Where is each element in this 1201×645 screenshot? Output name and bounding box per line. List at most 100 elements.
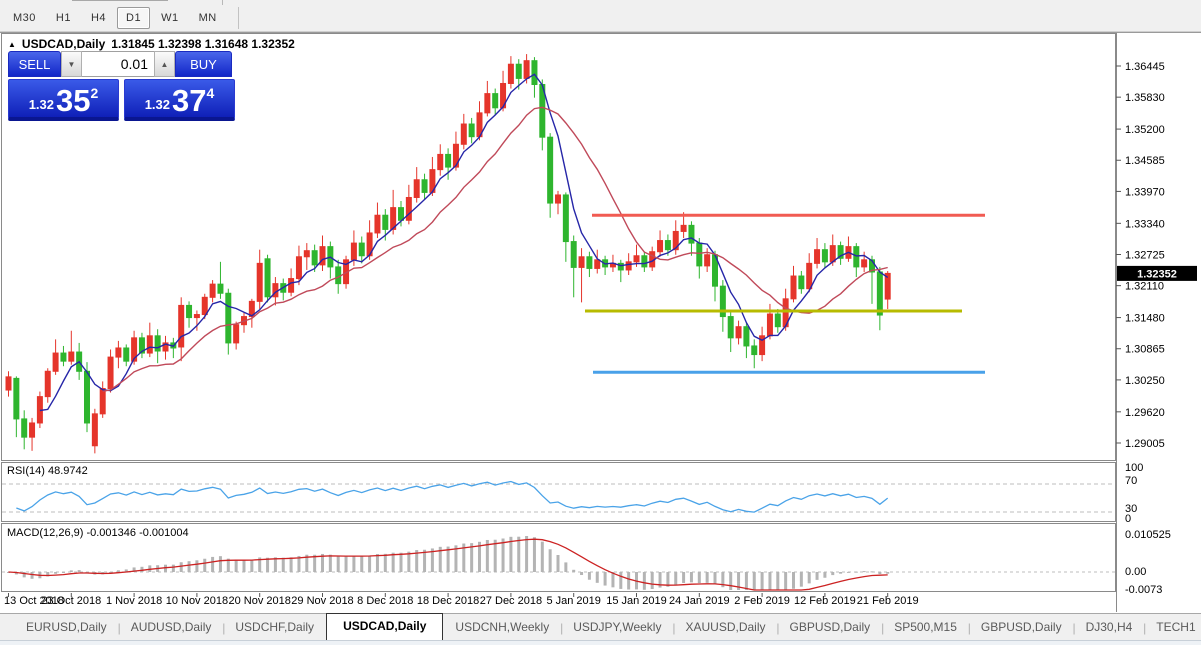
macd-histogram-bar bbox=[109, 572, 113, 573]
timeframe-button-mn[interactable]: MN bbox=[198, 12, 217, 24]
chart-tab-usdcad-daily[interactable]: USDCAD,Daily bbox=[326, 613, 444, 640]
candle-bull bbox=[814, 249, 821, 264]
macd-histogram-bar bbox=[737, 572, 741, 590]
sell-button[interactable]: SELL bbox=[8, 51, 61, 77]
macd-scale-label: 0.010525 bbox=[1125, 529, 1171, 541]
chart-window: 1.36445 1.35830 1.35200 1.34585 1.33970 1.333… bbox=[0, 32, 1201, 613]
macd-histogram-bar bbox=[760, 572, 764, 590]
timeframe-button-w1[interactable]: W1 bbox=[161, 12, 179, 24]
collapse-triangle-icon[interactable]: ▲ bbox=[8, 39, 16, 49]
current-price-badge bbox=[1117, 265, 1197, 281]
price-tick-label: 1.29005 bbox=[1125, 438, 1165, 450]
candle-bear bbox=[837, 245, 844, 259]
chart-tab-xauusd-daily[interactable]: XAUUSD,Daily | bbox=[685, 620, 780, 635]
candle-bull bbox=[107, 356, 114, 390]
rsi-scale-label: 30 bbox=[1125, 503, 1137, 515]
chart-tab-usdchf-daily[interactable]: USDCHF,Daily bbox=[235, 620, 315, 634]
candle-bear bbox=[664, 240, 671, 251]
macd-histogram-bar bbox=[556, 555, 560, 572]
candle-bear bbox=[154, 335, 161, 352]
candle-bear bbox=[853, 246, 860, 268]
sell-price-button[interactable]: 1.32 35 2 bbox=[8, 79, 119, 121]
macd-histogram-bar bbox=[61, 572, 65, 573]
candle-bull bbox=[578, 256, 585, 268]
macd-histogram-bar bbox=[430, 548, 434, 572]
price-tick-label: 1.29620 bbox=[1125, 407, 1165, 419]
lot-decrease-button[interactable]: ▼ bbox=[61, 51, 82, 77]
candle-bear bbox=[60, 352, 67, 362]
chart-tab-gbpusd-daily[interactable]: GBPUSD,Daily | bbox=[980, 620, 1076, 635]
menu-strip bbox=[0, 0, 1201, 5]
macd-histogram-bar bbox=[744, 572, 748, 590]
macd-histogram-bar bbox=[336, 556, 340, 572]
macd-histogram-bar bbox=[273, 557, 277, 572]
chart-tab-gbpusd-daily[interactable]: GBPUSD,Daily | bbox=[789, 620, 885, 635]
macd-histogram-bar bbox=[485, 539, 489, 572]
chart-tab-usdjpy-weekly[interactable]: USDJPY,Weekly | bbox=[573, 620, 676, 635]
candle-bear bbox=[586, 256, 593, 269]
macd-histogram-bar bbox=[140, 566, 144, 572]
chart-ohlc-values: 1.31845 1.32398 1.31648 1.32352 bbox=[111, 37, 295, 51]
macd-histogram-bar bbox=[603, 572, 607, 586]
chart-tab-dj30-h4[interactable]: DJ30,H4 | bbox=[1085, 620, 1147, 635]
macd-histogram-bar bbox=[77, 570, 81, 572]
timeframe-button-h1[interactable]: H1 bbox=[55, 12, 71, 24]
macd-indicator-label: MACD(12,26,9) -0.001346 -0.001004 bbox=[7, 527, 189, 539]
price-tick-label: 1.31480 bbox=[1125, 313, 1165, 325]
lot-size-input[interactable] bbox=[82, 51, 154, 77]
macd-histogram-bar bbox=[391, 552, 395, 572]
candle-bear bbox=[515, 63, 522, 79]
macd-histogram-bar bbox=[242, 560, 246, 572]
macd-histogram-bar bbox=[815, 572, 819, 580]
toolbar-separator bbox=[222, 0, 223, 5]
macd-histogram-bar bbox=[187, 561, 191, 572]
slow-ma-line bbox=[102, 106, 888, 392]
timeframe-button-m30[interactable]: M30 bbox=[13, 12, 36, 24]
date-label: 2 Feb 2019 bbox=[734, 595, 790, 607]
price-tick-label: 1.33970 bbox=[1125, 186, 1165, 198]
timeframe-button-d1[interactable]: D1 bbox=[117, 7, 151, 29]
chart-tab-eurusd-daily[interactable]: EURUSD,Daily | bbox=[26, 620, 121, 635]
date-label: 12 Feb 2019 bbox=[794, 595, 856, 607]
macd-histogram-bar bbox=[540, 541, 544, 572]
macd-histogram-bar bbox=[195, 560, 199, 572]
macd-histogram-bar bbox=[250, 559, 254, 572]
price-tick-label: 1.36445 bbox=[1125, 61, 1165, 73]
candle-bull bbox=[44, 370, 51, 398]
macd-histogram-bar bbox=[799, 572, 803, 587]
date-label: 21 Feb 2019 bbox=[857, 595, 919, 607]
macd-histogram-bar bbox=[587, 572, 591, 580]
macd-histogram-bar bbox=[611, 572, 615, 588]
candle-bull bbox=[484, 93, 491, 114]
tab-separator: | bbox=[776, 621, 780, 635]
timeframe-toolbar: M30 H1 H4 D1 W1 MN bbox=[0, 5, 1201, 32]
candle-bear bbox=[641, 255, 648, 268]
chart-tab-sp500-m15[interactable]: SP500,M15 | bbox=[894, 620, 971, 635]
candle-bear bbox=[492, 93, 499, 109]
macd-histogram-bar bbox=[116, 570, 120, 572]
candle-bull bbox=[233, 324, 240, 344]
buy-button[interactable]: BUY bbox=[175, 51, 232, 77]
sell-price-big: 35 bbox=[56, 82, 91, 118]
candle-bull bbox=[91, 413, 98, 447]
lot-increase-button[interactable]: ▲ bbox=[154, 51, 175, 77]
fast-ma-line bbox=[39, 73, 889, 412]
buy-price-button[interactable]: 1.32 37 4 bbox=[124, 79, 235, 121]
candle-bull bbox=[350, 242, 357, 261]
candle-bull bbox=[555, 194, 561, 204]
timeframe-button-h4[interactable]: H4 bbox=[90, 12, 107, 24]
date-label: 23 Oct 2018 bbox=[41, 595, 101, 607]
candle-bear bbox=[531, 60, 538, 85]
chart-tab-audusd-daily[interactable]: AUDUSD,Daily | bbox=[130, 620, 226, 635]
macd-scale-label: 0.00 bbox=[1125, 566, 1146, 578]
chart-tab-usdcnh-weekly[interactable]: USDCNH,Weekly | bbox=[455, 620, 564, 635]
macd-histogram-bar bbox=[297, 555, 301, 572]
candle-bull bbox=[68, 351, 75, 362]
candle-bear bbox=[688, 224, 695, 244]
candle-bear bbox=[264, 258, 271, 298]
candle-bull bbox=[115, 347, 122, 358]
macd-histogram-bar bbox=[839, 572, 843, 574]
chart-tab-tech1[interactable]: TECH1 bbox=[1156, 620, 1196, 634]
macd-histogram-bar bbox=[234, 559, 238, 572]
macd-histogram-bar bbox=[258, 557, 262, 572]
